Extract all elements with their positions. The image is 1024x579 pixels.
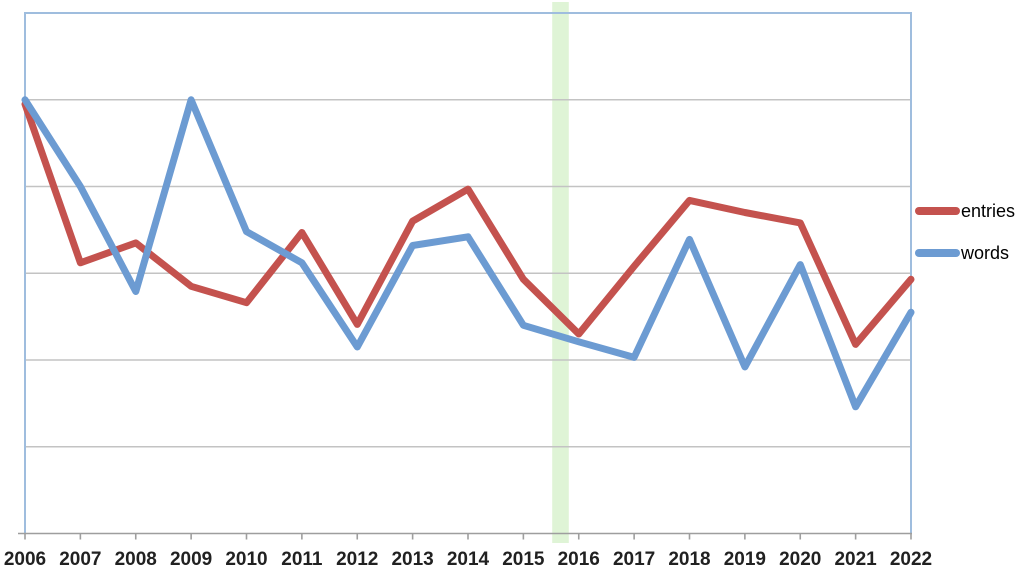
x-tick-label: 2018 [668, 549, 710, 570]
x-axis [18, 532, 912, 540]
x-tick-label: 2019 [724, 549, 766, 570]
x-tick-label: 2022 [890, 549, 932, 570]
legend-item-words: words [915, 241, 1015, 265]
x-tick-label: 2009 [170, 549, 212, 570]
x-tick-label: 2015 [502, 549, 545, 570]
chart-legend: entries words [915, 199, 1015, 283]
x-tick-label: 2011 [281, 549, 323, 570]
entries-series-swatch [915, 207, 960, 215]
x-tick-label: 2006 [4, 549, 46, 570]
gridlines [25, 98, 911, 448]
legend-item-entries: entries [915, 199, 1015, 223]
x-tick-label: 2014 [447, 549, 490, 570]
entries-legend-label: entries [961, 201, 1016, 221]
x-tick-label: 2016 [558, 549, 600, 570]
x-tick-label: 2017 [613, 549, 655, 570]
plot-border [24, 12, 912, 534]
x-tick-label: 2012 [336, 549, 378, 570]
words-legend-label: words [961, 243, 1010, 263]
words-series-swatch [915, 249, 960, 257]
x-tick-label: 2007 [59, 549, 101, 570]
words-line [21, 96, 915, 411]
x-tick-label: 2021 [834, 549, 877, 570]
x-tick-label: 2013 [391, 549, 433, 570]
x-tick-label: 2010 [225, 549, 267, 570]
x-axis-labels: 2006 2007 2008 2009 2010 2011 2012 2013 2014 2015… [4, 549, 932, 570]
entries-line [21, 100, 915, 348]
x-tick-label: 2020 [779, 549, 821, 570]
x-tick-label: 2008 [115, 549, 157, 570]
